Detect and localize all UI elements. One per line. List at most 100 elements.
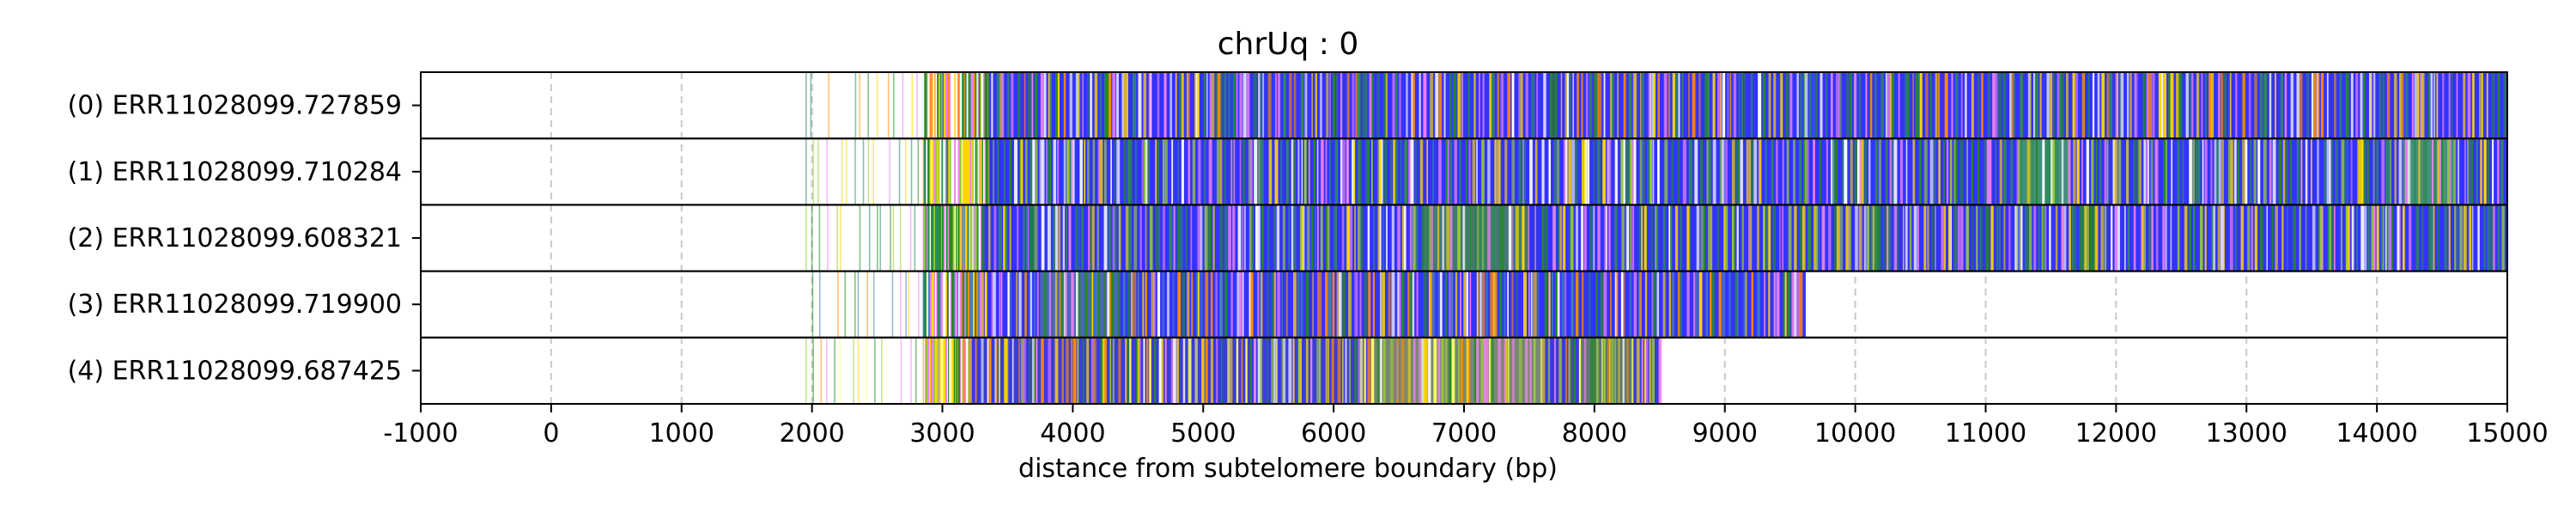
read-stripe bbox=[1893, 138, 1898, 205]
read-stripe bbox=[2300, 138, 2303, 205]
read-stripe bbox=[1815, 72, 1818, 139]
read-stripe bbox=[987, 205, 991, 272]
read-stripe bbox=[1947, 138, 1949, 205]
read-stripe bbox=[1722, 72, 1726, 139]
read-stripe bbox=[2100, 205, 2104, 272]
read-stripe bbox=[2497, 205, 2500, 272]
read-stripe bbox=[1082, 337, 1084, 404]
read-stripe bbox=[1009, 271, 1012, 338]
read-stripe bbox=[1602, 138, 1606, 205]
read-stripe bbox=[2061, 205, 2065, 272]
read-stripe bbox=[866, 337, 868, 404]
read-stripe bbox=[1288, 205, 1291, 272]
read-stripe bbox=[2052, 138, 2055, 205]
read-stripe bbox=[2150, 138, 2154, 205]
read-stripe bbox=[2233, 138, 2237, 205]
read-stripe bbox=[2312, 205, 2316, 272]
read-stripe bbox=[1722, 271, 1725, 338]
read-stripe bbox=[1205, 271, 1209, 338]
read-stripe bbox=[1688, 138, 1692, 205]
read-stripe bbox=[1250, 271, 1254, 338]
read-stripe bbox=[1432, 138, 1434, 205]
read-stripe bbox=[1024, 138, 1028, 205]
read-stripe bbox=[2079, 205, 2083, 272]
read-stripe bbox=[1316, 337, 1321, 404]
read-stripe bbox=[1327, 205, 1330, 272]
read-stripe bbox=[1698, 271, 1703, 338]
read-stripe bbox=[1285, 271, 1288, 338]
read-stripe bbox=[1115, 205, 1117, 272]
read-stripe bbox=[1487, 205, 1491, 272]
read-stripe bbox=[2192, 205, 2196, 272]
read-stripe bbox=[1874, 138, 1878, 205]
read-stripe bbox=[1905, 72, 1908, 139]
read-stripe bbox=[1802, 72, 1807, 139]
read-stripe bbox=[2242, 138, 2245, 205]
read-stripe bbox=[2306, 72, 2310, 139]
read-stripe bbox=[1905, 138, 1908, 205]
read-stripe bbox=[968, 337, 972, 404]
read-stripe bbox=[2398, 205, 2402, 272]
read-stripe bbox=[1788, 205, 1792, 272]
read-stripe bbox=[1430, 72, 1434, 139]
read-stripe bbox=[845, 205, 847, 272]
read-stripe bbox=[900, 271, 902, 338]
read-stripe bbox=[2242, 72, 2245, 139]
read-stripe bbox=[1334, 205, 1337, 272]
read-stripe bbox=[1844, 138, 1848, 205]
read-stripe bbox=[1476, 138, 1478, 205]
read-stripe bbox=[1407, 271, 1411, 338]
read-stripe bbox=[1125, 205, 1129, 272]
read-stripe bbox=[836, 205, 839, 272]
read-stripe bbox=[2282, 138, 2286, 205]
read-stripe bbox=[1164, 138, 1168, 205]
read-stripe bbox=[2456, 72, 2458, 139]
read-stripe bbox=[1267, 337, 1268, 404]
read-stripe bbox=[1607, 138, 1610, 205]
read-stripe bbox=[1480, 337, 1484, 404]
read-stripe bbox=[1293, 205, 1297, 272]
read-stripe bbox=[2490, 205, 2494, 272]
read-stripe bbox=[1741, 205, 1744, 272]
read-stripe bbox=[1522, 138, 1524, 205]
read-stripe bbox=[1341, 205, 1345, 272]
read-stripe bbox=[1633, 271, 1637, 338]
read-stripe bbox=[1944, 205, 1946, 272]
read-stripe bbox=[2284, 72, 2287, 139]
read-stripe bbox=[1048, 138, 1052, 205]
read-stripe bbox=[1151, 271, 1155, 338]
read-stripe bbox=[1785, 72, 1789, 139]
read-stripe bbox=[927, 337, 932, 404]
read-stripe bbox=[1534, 138, 1538, 205]
read-stripe bbox=[880, 337, 883, 404]
read-stripe bbox=[1114, 138, 1116, 205]
read-stripe bbox=[987, 72, 990, 139]
read-stripe bbox=[1607, 337, 1611, 404]
read-stripe bbox=[917, 138, 920, 205]
read-stripe bbox=[1438, 138, 1442, 205]
read-stripe bbox=[1787, 271, 1791, 338]
read-stripe bbox=[1609, 337, 1611, 404]
read-stripe bbox=[2204, 72, 2208, 139]
read-stripe bbox=[1720, 72, 1722, 139]
read-stripe bbox=[1495, 271, 1498, 338]
read-stripe bbox=[1282, 205, 1285, 272]
read-stripe bbox=[2476, 138, 2478, 205]
read-stripe bbox=[2345, 205, 2348, 272]
read-stripe bbox=[2039, 72, 2042, 139]
read-stripe bbox=[1127, 138, 1131, 205]
read-stripe bbox=[981, 337, 984, 404]
read-stripe bbox=[2229, 205, 2233, 272]
read-stripe bbox=[1700, 205, 1704, 272]
read-stripe bbox=[1507, 271, 1509, 338]
read-stripe bbox=[1646, 337, 1649, 404]
read-stripe bbox=[1437, 205, 1440, 272]
read-stripe bbox=[2326, 72, 2329, 139]
read-stripe bbox=[1348, 271, 1352, 338]
read-stripe bbox=[1162, 205, 1165, 272]
read-stripe bbox=[1571, 205, 1574, 272]
read-stripe bbox=[1097, 205, 1099, 272]
read-stripe bbox=[1326, 72, 1329, 139]
read-stripe bbox=[1776, 138, 1778, 205]
read-stripe bbox=[1034, 271, 1036, 338]
